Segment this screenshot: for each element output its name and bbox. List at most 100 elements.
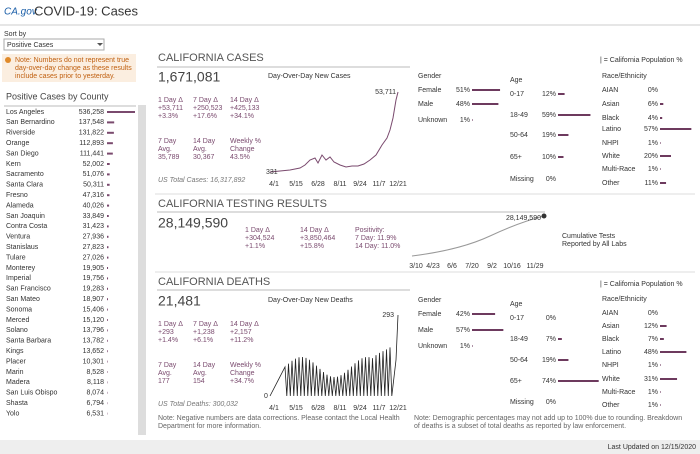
demographic-pct: 1%: [648, 166, 658, 173]
county-value: 27,026: [83, 254, 105, 261]
county-name: Yolo: [6, 410, 19, 417]
x-axis-label: 12/21: [389, 405, 407, 412]
testing-trend-line: [411, 215, 545, 257]
demographic-pct: 57%: [456, 327, 470, 334]
county-value: 13,652: [83, 348, 105, 355]
total: 28,149,590: [158, 215, 228, 231]
demographic-bar: [472, 89, 501, 91]
avg-label: Weekly %: [230, 138, 261, 145]
avg-value: 30,367: [193, 154, 215, 161]
x-axis-label: 6/28: [311, 405, 325, 412]
logo: CA.gov: [4, 7, 38, 18]
county-name: San Francisco: [6, 286, 51, 293]
demographic-name: White: [602, 376, 620, 383]
county-name: Orange: [6, 140, 29, 147]
x-axis-label: 10/16: [503, 263, 521, 270]
county-value: 15,406: [83, 306, 105, 313]
county-value: 8,118: [87, 379, 104, 386]
county-name: Sacramento: [6, 171, 44, 178]
demographic-pct: 19%: [542, 132, 556, 139]
stat-value: +293: [158, 329, 174, 336]
note-text: include cases prior to yesterday.: [15, 73, 115, 80]
stat-value: +1.1%: [245, 243, 265, 250]
x-axis-label: 6/6: [447, 263, 457, 270]
stat-value: +3,850,464: [300, 235, 335, 242]
x-axis-label: 7/20: [465, 263, 479, 270]
x-axis-label: 3/10: [409, 263, 423, 270]
sort-value: Positive Cases: [7, 42, 54, 49]
demographic-bar: [660, 404, 661, 406]
demographic-pct: 0%: [648, 310, 658, 317]
us-total: US Total Deaths: 300,032: [158, 401, 238, 408]
county-bar: [107, 329, 108, 332]
note-box: [2, 54, 136, 82]
demographic-bar: [558, 114, 591, 116]
section-title: CALIFORNIA TESTING RESULTS: [158, 198, 327, 210]
county-bar: [107, 173, 110, 176]
demographic-name: Black: [602, 336, 620, 343]
chart-min: 0: [264, 393, 268, 400]
county-value: 40,026: [83, 202, 105, 209]
county-bar: [107, 267, 109, 269]
county-value: 111,441: [80, 150, 104, 157]
sort-dropdown[interactable]: [3, 38, 105, 51]
chart-title: Day-Over-Day New Cases: [268, 73, 351, 80]
chart-min: 331: [266, 169, 278, 176]
demographic-name: Black: [602, 115, 620, 122]
demographic-pct: 51%: [456, 87, 470, 94]
x-axis-label: 4/23: [426, 263, 440, 270]
demographic-bar: [472, 345, 473, 347]
sort-label: Sort by: [4, 31, 27, 38]
stat-label: 1 Day Δ: [158, 321, 183, 328]
county-bar: [107, 298, 108, 301]
county-value: 536,258: [79, 109, 104, 116]
demographic-pct: 0%: [546, 399, 556, 406]
county-bar: [107, 360, 108, 363]
demographic-bar: [472, 313, 496, 315]
stat-label: 1 Day Δ: [245, 227, 270, 234]
x-axis-label: 5/15: [289, 181, 303, 188]
county-bar: [107, 142, 113, 145]
stat-label: 7 Day Δ: [193, 321, 218, 328]
note: Note: Demographic percentages may not ad…: [414, 415, 682, 422]
demographic-name: Asian: [602, 101, 620, 108]
demographic-pct: 0%: [648, 87, 658, 94]
demographic-pct: 12%: [644, 323, 658, 330]
county-value: 13,796: [83, 327, 105, 334]
county-bar: [107, 204, 110, 207]
county-name: Imperial: [6, 275, 31, 282]
county-bar: [107, 246, 109, 249]
scrollbar[interactable]: [138, 105, 146, 435]
demographic-pct: 1%: [648, 389, 658, 396]
avg-label: Change: [230, 370, 255, 377]
county-value: 31,423: [83, 223, 105, 230]
stat-label: 14 Day Δ: [300, 227, 329, 234]
demographic-bar: [660, 391, 661, 393]
county-name: San Luis Obispo: [6, 390, 57, 397]
x-axis-label: 12/21: [389, 181, 407, 188]
county-value: 8,074: [86, 390, 104, 397]
county-value: 33,849: [83, 213, 105, 220]
county-name: Monterey: [6, 265, 36, 272]
note: of deaths is a subset of total deaths as…: [414, 423, 626, 430]
chart-caption: Cumulative Tests: [562, 233, 616, 240]
demographic-bar: [660, 117, 663, 119]
county-value: 15,120: [83, 317, 105, 324]
stat-value: +1,238: [193, 329, 215, 336]
avg-label: 7 Day: [158, 138, 177, 145]
county-value: 131,822: [79, 130, 104, 137]
population-key: | = California Population %: [600, 57, 683, 64]
demographic-title: Gender: [418, 73, 442, 80]
avg-label: Change: [230, 146, 255, 153]
county-value: 10,301: [83, 358, 105, 365]
demographic-pct: 11%: [645, 180, 659, 187]
stat-value: +304,524: [245, 235, 274, 242]
section-title: CALIFORNIA CASES: [158, 52, 264, 64]
county-value: 18,907: [83, 296, 105, 303]
demographic-pct: 1%: [648, 402, 658, 409]
county-bar: [107, 131, 114, 134]
demographic-name: AIAN: [602, 310, 618, 317]
demographic-bar: [558, 359, 569, 361]
cases-trend-line: [269, 91, 399, 173]
county-name: Kings: [6, 348, 24, 355]
